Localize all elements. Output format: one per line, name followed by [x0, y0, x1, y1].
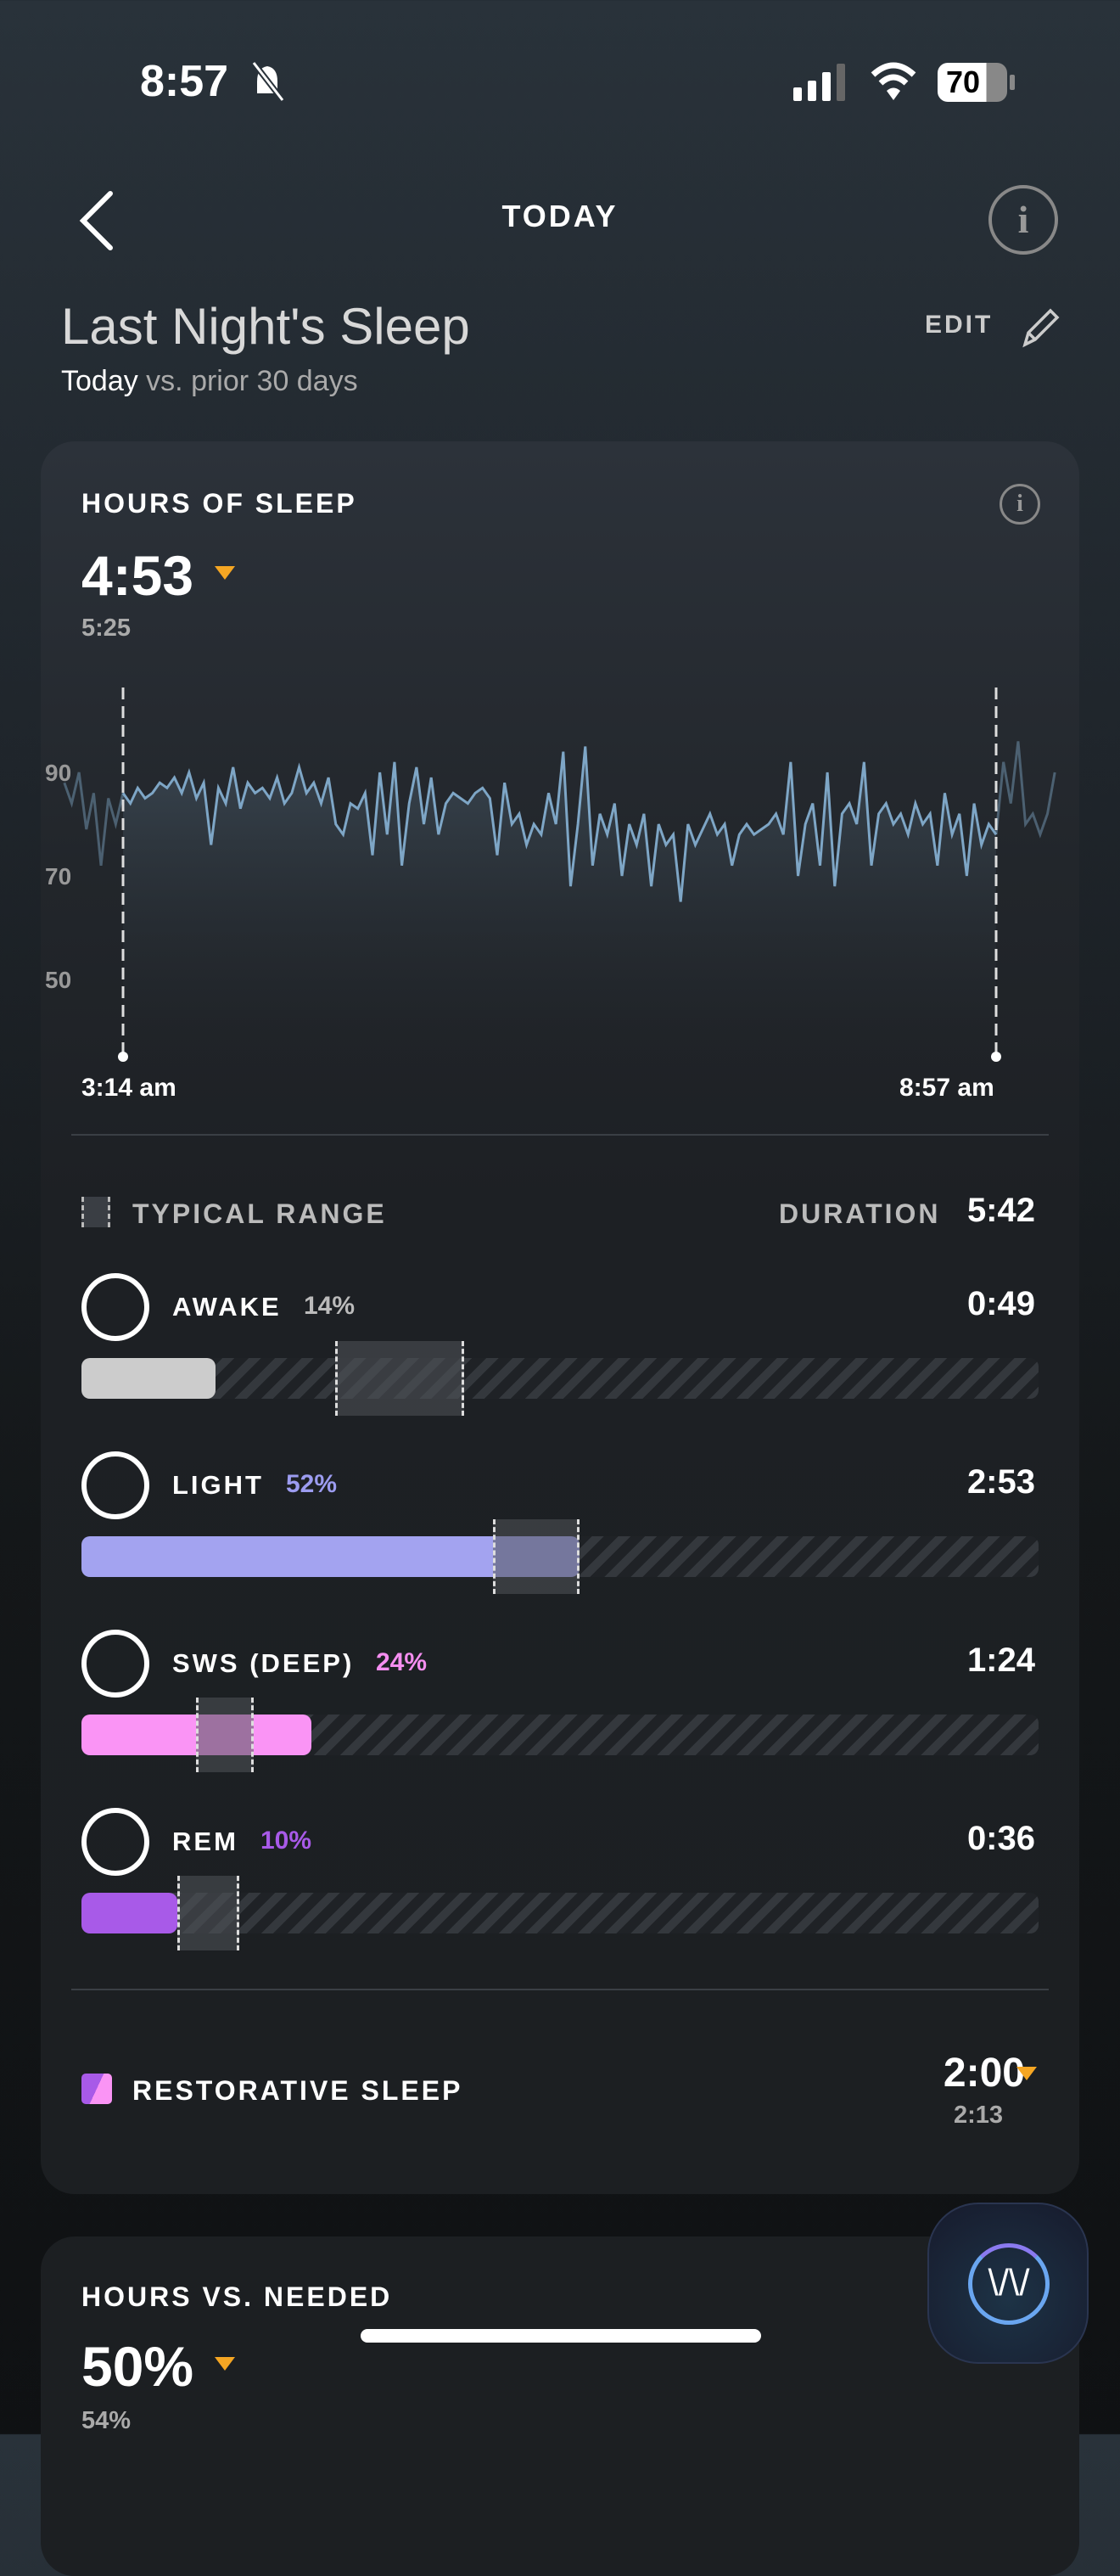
- heart-rate-line: [121, 746, 998, 902]
- page-subtitle: Today vs. prior 30 days: [61, 365, 358, 398]
- stage-percent: 24%: [376, 1648, 428, 1676]
- subtitle-today: Today: [61, 365, 138, 397]
- signal-icon: [793, 64, 845, 101]
- stage-bar: [81, 1698, 1039, 1772]
- restorative-prior: 2:13: [953, 2102, 1003, 2129]
- stage-bar-fill: [81, 1358, 216, 1399]
- coach-button[interactable]: \/\/: [927, 2203, 1089, 2364]
- stage-icon: [81, 1630, 149, 1698]
- end-time-label: 8:57 am: [899, 1074, 994, 1102]
- edit-label: EDIT: [925, 311, 994, 339]
- stage-icon: [81, 1273, 149, 1341]
- back-button[interactable]: [76, 188, 119, 253]
- battery-tip: [1010, 75, 1015, 90]
- stage-percent: 52%: [286, 1470, 338, 1498]
- trend-down-icon: [215, 2357, 235, 2371]
- stage-name: REM: [172, 1827, 238, 1856]
- stage-percent: 10%: [260, 1827, 312, 1855]
- heart-rate-chart: 90 70 50: [45, 687, 1056, 1069]
- marker-dot: [991, 1052, 1001, 1062]
- page-title: Last Night's Sleep: [61, 298, 470, 355]
- battery-level: 70: [945, 65, 981, 99]
- typical-range-marker: [196, 1698, 255, 1772]
- y-tick-label: 70: [45, 863, 71, 890]
- stage-icon: [81, 1451, 149, 1519]
- typical-range-legend-icon: [81, 1197, 110, 1227]
- card-title: HOURS VS. NEEDED: [81, 2281, 393, 2312]
- divider: [71, 1989, 1049, 1990]
- status-time: 8:57: [140, 57, 229, 106]
- trend-down-icon: [215, 566, 235, 580]
- start-time-label: 3:14 am: [81, 1074, 176, 1102]
- stage-duration: 2:53: [966, 1463, 1035, 1501]
- duration-label: DURATION: [779, 1198, 941, 1229]
- pencil-icon: [1022, 308, 1060, 348]
- sleep-window-area: [123, 746, 996, 1069]
- whoop-coach-icon: \/\/: [968, 2243, 1050, 2325]
- sleep-hours-prior: 5:25: [81, 615, 132, 642]
- battery-icon: 70: [938, 63, 1007, 102]
- stage-duration: 1:24: [966, 1642, 1035, 1679]
- stage-bar-fill: [81, 1893, 177, 1933]
- subtitle-comparison: vs. prior 30 days: [137, 365, 358, 397]
- stage-name: AWAKE: [172, 1292, 282, 1322]
- divider: [71, 1134, 1049, 1136]
- stage-percent: 14%: [304, 1292, 356, 1320]
- total-duration: 5:42: [966, 1192, 1035, 1229]
- y-tick-label: 90: [45, 760, 71, 786]
- stage-name: SWS (DEEP): [172, 1648, 355, 1678]
- stage-duration: 0:36: [966, 1820, 1035, 1857]
- sleep-hours-value: 4:53: [81, 544, 194, 607]
- home-indicator[interactable]: [361, 2329, 761, 2343]
- stage-bar: [81, 1341, 1039, 1416]
- wifi-icon: [871, 62, 916, 100]
- needed-prior: 54%: [81, 2407, 132, 2434]
- restorative-value: 2:00: [943, 2051, 1025, 2096]
- needed-value: 50%: [81, 2335, 194, 2398]
- stage-bar: [81, 1876, 1039, 1950]
- y-tick-label: 50: [45, 967, 71, 993]
- restorative-label: RESTORATIVE SLEEP: [132, 2075, 463, 2106]
- edit-button[interactable]: EDIT: [921, 302, 1065, 353]
- info-button[interactable]: i: [988, 185, 1058, 255]
- typical-range-marker: [176, 1876, 240, 1950]
- heart-rate-line-after: [994, 741, 1056, 839]
- heart-rate-line-before: [63, 772, 125, 866]
- typical-range-label: TYPICAL RANGE: [132, 1198, 387, 1229]
- stage-bar: [81, 1519, 1039, 1594]
- marker-dot: [118, 1052, 128, 1062]
- bell-slash-icon: [251, 60, 284, 103]
- typical-range-marker: [334, 1341, 465, 1416]
- stage-icon: [81, 1808, 149, 1876]
- card-info-button[interactable]: i: [1000, 484, 1040, 525]
- trend-down-icon: [1016, 2067, 1037, 2080]
- restorative-legend-icon: [81, 2074, 112, 2104]
- card-title: HOURS OF SLEEP: [81, 488, 357, 519]
- stage-duration: 0:49: [966, 1285, 1035, 1322]
- typical-range-marker: [493, 1519, 580, 1594]
- stage-name: LIGHT: [172, 1470, 264, 1500]
- nav-title: TODAY: [501, 199, 619, 233]
